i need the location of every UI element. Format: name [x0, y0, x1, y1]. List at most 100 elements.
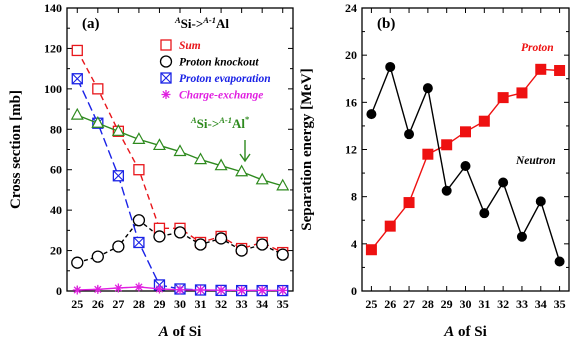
y-tick-label: 60 [50, 163, 62, 177]
data-point [112, 170, 125, 182]
data-point [535, 63, 547, 75]
data-point [460, 161, 471, 172]
data-point [194, 238, 207, 251]
data-point [516, 231, 527, 242]
x-axis-title: A of Si [158, 324, 202, 340]
y-tick-label: 40 [50, 203, 62, 217]
data-point [478, 115, 490, 127]
data-point [132, 214, 146, 227]
x-tick-label: 28 [133, 297, 145, 311]
annotation-arrow [239, 140, 251, 163]
legend-title: ASi->A-1Al [174, 15, 229, 31]
data-point [71, 44, 83, 57]
x-tick-label: 32 [215, 297, 227, 311]
anno-base: Si-> [197, 116, 220, 131]
y-tick-label: 16 [345, 95, 357, 109]
data-point [276, 178, 290, 191]
x-tick-label: 26 [92, 297, 104, 311]
legend-entry: Charge-exchange [161, 90, 263, 102]
data-point [194, 152, 208, 165]
data-point [403, 197, 415, 209]
x-axis-title-rest: of Si [169, 324, 202, 340]
data-point [72, 285, 82, 295]
x-tick-label: 30 [460, 297, 472, 311]
series-proton-knockout [71, 214, 289, 269]
legend-label: Sum [179, 40, 201, 52]
data-point [366, 109, 377, 120]
x-tick-label: 34 [535, 297, 547, 311]
data-point [385, 61, 396, 72]
data-point [497, 92, 509, 104]
y-tick-label: 100 [44, 82, 62, 96]
y-tick-label: 8 [351, 190, 357, 204]
y-tick-label: 20 [50, 244, 62, 258]
x-tick-label: 35 [554, 297, 566, 311]
x-axis-title-italic: A [443, 324, 454, 340]
data-point [479, 208, 490, 219]
data-point [93, 284, 103, 294]
x-tick-label: 26 [384, 297, 396, 311]
series-neutron [366, 61, 565, 267]
legend-title-base: Si-> [181, 16, 204, 31]
data-point [498, 177, 509, 188]
data-point [154, 284, 164, 294]
data-point [133, 236, 145, 249]
data-point [554, 256, 565, 267]
x-tick-label: 31 [478, 297, 490, 311]
chart-panel-b: 0 4 8 12 16 20 24 25 26 27 28 29 30 31 32 33 34 35 A of Si… [299, 1, 570, 340]
x-tick-label: 25 [71, 297, 83, 311]
data-point [216, 285, 226, 295]
data-point [516, 87, 528, 99]
y-axis-title: Separation energy [MeV] [299, 68, 315, 230]
data-point [71, 256, 84, 269]
x-tick-label: 34 [256, 297, 268, 311]
y-tick-label: 140 [44, 1, 62, 15]
data-point [113, 283, 123, 293]
data-point [175, 285, 185, 295]
y-axis-title: Cross section [mb] [8, 90, 24, 209]
anno-sup: A [190, 115, 197, 125]
legend-label: Proton knockout [179, 57, 259, 69]
x-tick-label: 27 [403, 297, 415, 311]
data-point [112, 240, 125, 253]
data-point [276, 248, 289, 261]
data-point [422, 148, 434, 160]
data-point [92, 83, 104, 95]
legend-label: Proton evaporation [179, 73, 271, 85]
anno-sup: A-1 [218, 115, 232, 125]
data-point [441, 139, 453, 151]
legend-entry: Proton knockout [159, 55, 259, 69]
x-tick-label: 33 [236, 297, 248, 311]
data-point [278, 285, 288, 295]
data-point [255, 172, 269, 185]
x-axis-title-rest: of Si [454, 324, 487, 340]
y-tick-label: 12 [345, 143, 357, 157]
series-line [76, 78, 283, 292]
y-tick-label: 24 [345, 1, 357, 15]
legend-title-base: Al [216, 16, 229, 31]
y-tick-label: 120 [44, 41, 62, 55]
x-tick-label: 33 [516, 297, 528, 311]
y-tick-label: 20 [345, 48, 357, 62]
x-tick-label: 31 [195, 297, 207, 311]
data-point [235, 244, 248, 257]
legend-marker [160, 72, 172, 84]
data-point [173, 144, 187, 157]
data-point [70, 107, 84, 120]
data-point [153, 230, 166, 243]
data-point [404, 129, 415, 140]
x-tick-label: 32 [497, 297, 509, 311]
legend-marker [160, 39, 172, 51]
x-axis-title-italic: A [158, 324, 169, 340]
data-point [196, 285, 206, 295]
data-point [173, 226, 187, 239]
chart-panel-a: 0 20 40 60 80 100 120 140 25 26 27 28 29 30 31 32 33 34 35… [8, 1, 294, 340]
panel-label: (a) [82, 16, 100, 32]
series-label-neutron: Neutron [515, 155, 556, 167]
data-point [71, 73, 83, 85]
anno-base: Al [232, 116, 245, 131]
x-tick-label: 25 [365, 297, 377, 311]
data-point [134, 282, 144, 292]
data-point [256, 238, 269, 251]
series-line [77, 219, 284, 264]
